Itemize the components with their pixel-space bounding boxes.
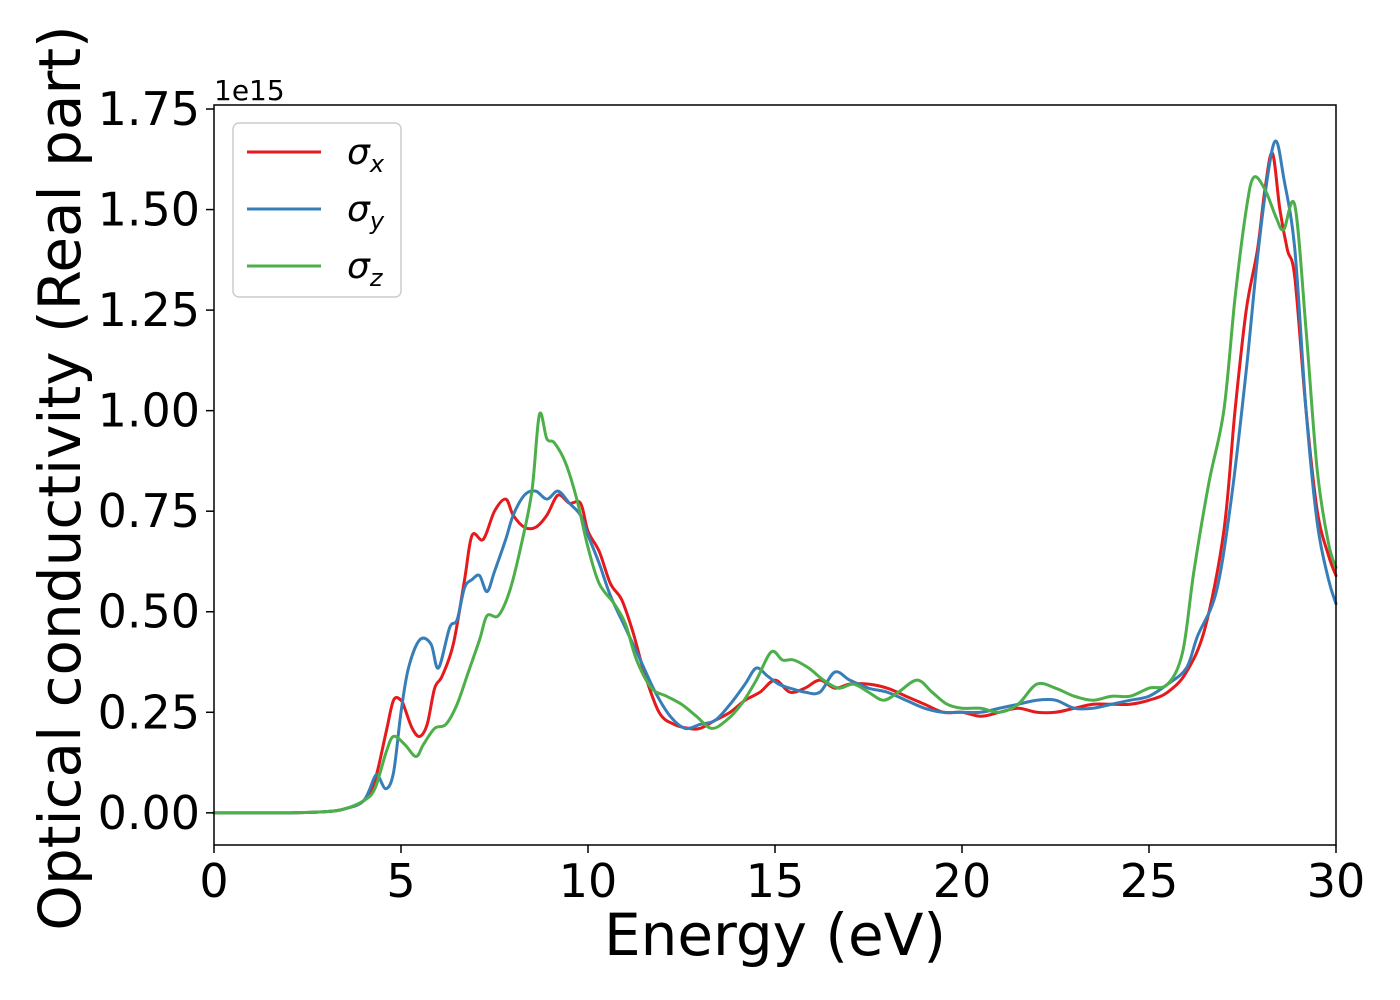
x-tick-label: 30 <box>1307 854 1366 908</box>
x-tick-label: 5 <box>386 854 415 908</box>
x-tick-label: 15 <box>746 854 805 908</box>
series-line-y <box>212 139 1338 815</box>
y-tick-label: 1.25 <box>98 283 200 337</box>
x-tick-label: 10 <box>559 854 618 908</box>
x-tick-label: 25 <box>1120 854 1179 908</box>
y-tick-label: 1.00 <box>98 384 200 438</box>
series-layer <box>212 139 1338 815</box>
y-tick-label: 0.25 <box>98 685 200 739</box>
x-tick-label: 20 <box>933 854 992 908</box>
x-tick-label: 0 <box>199 854 228 908</box>
y-offset-label: 1e15 <box>214 74 285 107</box>
x-axis-ticks: 0 5 10 15 20 25 30 <box>199 845 1365 908</box>
y-axis-label: Optical conductivity (Real part) <box>26 25 94 930</box>
series-line-z <box>212 175 1338 815</box>
y-tick-label: 0.00 <box>98 786 200 840</box>
y-axis-ticks: 0.00 0.25 0.50 0.75 1.00 1.25 1.50 1.75 <box>98 82 214 840</box>
y-tick-label: 0.75 <box>98 484 200 538</box>
x-axis-label: Energy (eV) <box>604 901 946 969</box>
y-tick-label: 1.75 <box>98 82 200 136</box>
y-tick-label: 1.50 <box>98 183 200 237</box>
y-tick-label: 0.50 <box>98 585 200 639</box>
legend-label-y: σy <box>347 189 385 235</box>
series-line-x <box>212 151 1338 815</box>
